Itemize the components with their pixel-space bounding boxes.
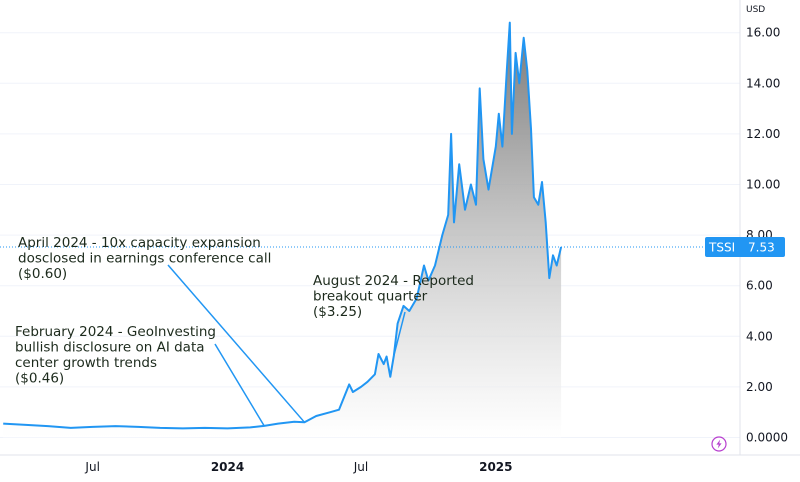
currency-label: USD <box>746 5 765 15</box>
annotation-leader-lines <box>167 264 406 427</box>
annotation-line: center growth trends <box>15 355 157 371</box>
price-area <box>3 22 562 438</box>
annotation-line: August 2024 - Reported <box>313 273 474 289</box>
price-line <box>3 21 563 430</box>
y-tick-label: 0.0000 <box>746 431 788 445</box>
x-tick-label: 2025 <box>479 460 512 474</box>
annotation-line: breakout quarter <box>313 289 428 305</box>
x-axis[interactable]: Jul 2024 Jul 2025 <box>84 460 512 474</box>
x-tick-label: Jul <box>353 460 368 474</box>
annotation-line: April 2024 - 10x capacity expansion <box>18 235 261 251</box>
last-price-value: 7.53 <box>748 240 775 254</box>
annotation-line: ($0.60) <box>18 266 67 282</box>
annotation-leader-line <box>214 343 265 427</box>
y-axis[interactable]: 16.0014.0012.0010.008.006.004.002.000.00… <box>746 26 788 445</box>
annotation-line: dosclosed in earnings conference call <box>18 251 271 267</box>
annotation-line: bullish disclosure on AI data <box>15 340 205 356</box>
last-price-badge <box>705 236 785 257</box>
y-tick-label: 12.00 <box>746 127 780 141</box>
annotation-texts: April 2024 - 10x capacity expansiondoscl… <box>15 235 474 387</box>
lightning-icon[interactable] <box>711 436 727 452</box>
x-tick-label: 2024 <box>211 460 244 474</box>
x-tick-label: Jul <box>84 460 99 474</box>
y-tick-label: 4.00 <box>746 329 773 343</box>
ticker-label: TSSI <box>708 240 735 254</box>
y-tick-label: 10.00 <box>746 178 780 192</box>
annotation-leader-line <box>393 311 406 356</box>
annotation-line: ($3.25) <box>313 304 362 320</box>
y-tick-label: 2.00 <box>746 380 773 394</box>
last-price-label: TSSI 7.53 <box>705 236 785 257</box>
y-tick-label: 6.00 <box>746 279 773 293</box>
annotation-line: ($0.46) <box>15 371 64 387</box>
y-tick-label: 14.00 <box>746 76 780 90</box>
y-tick-label: 16.00 <box>746 26 780 40</box>
annotation-line: February 2024 - GeoInvesting <box>15 324 216 340</box>
annotation-leader-line <box>167 264 306 423</box>
